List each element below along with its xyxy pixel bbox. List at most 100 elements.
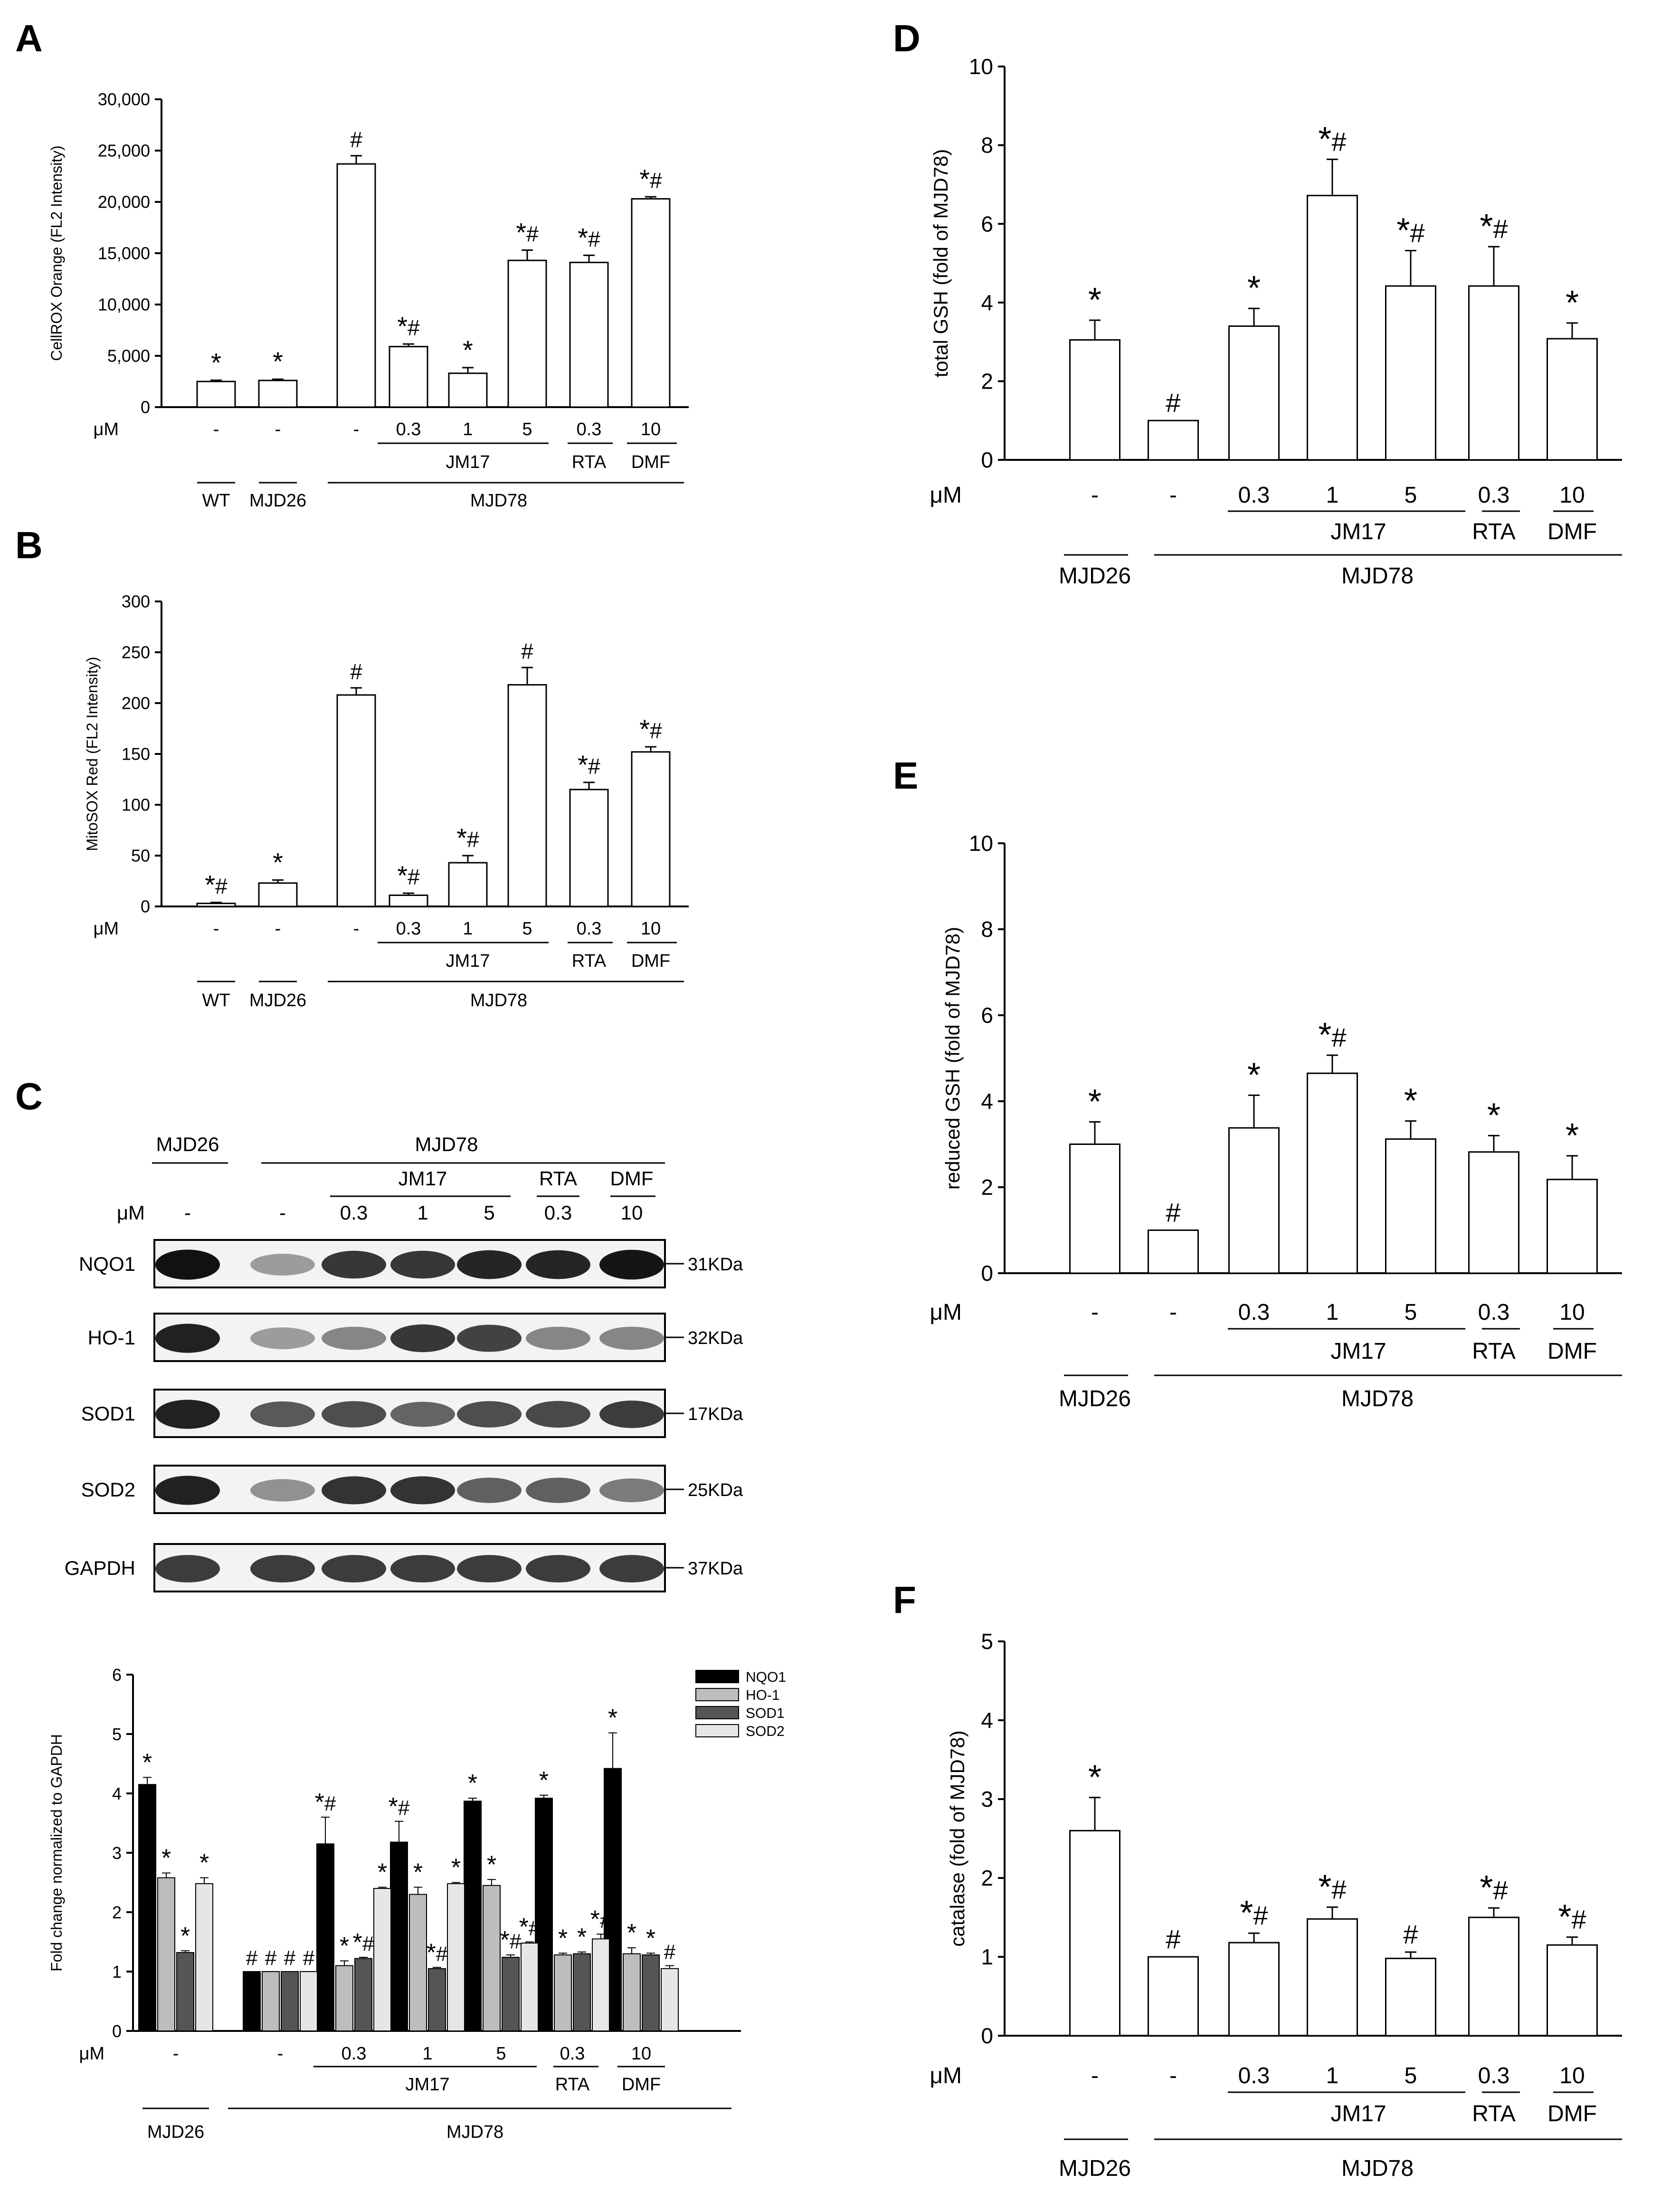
y-tick-label: 0 [981, 448, 993, 472]
bar-sod2 [447, 1883, 465, 2031]
bar-annotation: # [284, 1946, 296, 1970]
y-tick-label: 20,000 [98, 192, 150, 212]
bar-annotation: * [1247, 269, 1261, 307]
concentration-label: - [1169, 483, 1177, 508]
blot-band [390, 1250, 455, 1279]
bar [1148, 419, 1199, 461]
y-tick-label: 0 [981, 1261, 993, 1286]
concentration-label: 10 [1559, 2063, 1585, 2088]
y-tick-label: 1 [112, 1962, 122, 1982]
bar-annotation: * [646, 1925, 655, 1952]
blot-band [390, 1324, 455, 1353]
blot-kda-label: 32KDa [688, 1328, 743, 1348]
bar-sod2 [195, 1883, 213, 2031]
cell-group-label: MJD78 [1341, 1386, 1414, 1411]
legend-swatch [695, 1724, 739, 1737]
bar-annotation: *# [1318, 1016, 1346, 1054]
concentration-label: 1 [463, 919, 473, 939]
y-tick-label: 4 [112, 1784, 122, 1803]
legend-swatch [695, 1706, 739, 1719]
y-axis-label: reduced GSH (fold of MJD78) [941, 927, 964, 1190]
bar [196, 381, 236, 408]
y-tick-label: 10,000 [98, 295, 150, 314]
y-tick-label: 300 [122, 592, 150, 611]
bar [1228, 1127, 1280, 1274]
drug-group-label: DMF [622, 2075, 661, 2095]
concentration-label: 0.3 [1238, 483, 1270, 508]
y-tick-label: 25,000 [98, 141, 150, 161]
bar [631, 751, 671, 907]
bar-sod1 [642, 1954, 660, 2031]
blot-band [599, 1478, 664, 1502]
bar [569, 261, 609, 408]
drug-group-label: RTA [1472, 519, 1516, 544]
bar-annotation: * [627, 1919, 636, 1947]
concentration-label: - [1169, 2063, 1177, 2088]
y-axis-label: catalase (fold of MJD78) [946, 1730, 968, 1946]
y-axis-label: CellROX Orange (FL2 Intensity) [48, 145, 65, 361]
blot-band [250, 1327, 315, 1349]
cell-group-label: MJD26 [147, 2122, 204, 2142]
bar-annotation: * [1566, 1117, 1579, 1155]
concentration-label: 0.3 [1478, 2063, 1510, 2088]
bar-annotation: # [303, 1946, 315, 1970]
bar-annotation: *# [590, 1906, 612, 1933]
drug-group-label: RTA [1472, 2101, 1516, 2126]
bar-annotation: *# [1480, 1869, 1508, 1907]
bar-annotation: * [1566, 284, 1579, 322]
concentration-label: - [1091, 483, 1099, 508]
bar [1228, 1942, 1280, 2037]
concentration-label: 0.3 [1478, 1300, 1510, 1325]
y-tick-label: 0 [112, 2021, 122, 2041]
bar [448, 862, 488, 907]
bar [1307, 195, 1358, 461]
bar-annotation: *# [500, 1926, 522, 1954]
concentration-label: 5 [1405, 2063, 1417, 2088]
blot-band [526, 1555, 590, 1582]
bar-annotation: *# [1480, 208, 1508, 246]
drug-group-label: JM17 [1330, 1339, 1386, 1364]
drug-group-label: RTA [572, 951, 607, 971]
bar [507, 259, 547, 408]
bar [1385, 1138, 1436, 1274]
blot-band [322, 1326, 386, 1350]
bar-annotation: *# [427, 1939, 448, 1966]
blot-kda-label: 31KDa [688, 1255, 743, 1275]
y-tick-label: 0 [981, 2023, 993, 2048]
bar-annotation: *# [639, 714, 662, 744]
concentration-label: 10 [1559, 1300, 1585, 1325]
concentration-label: 0.3 [1238, 2063, 1270, 2088]
bar-annotation: * [199, 1849, 209, 1877]
bar-annotation: *# [1558, 1898, 1586, 1936]
blot-band [457, 1477, 522, 1503]
chart-b: 0 50 100 150 200 250 300 MitoSOX Red (FL2 Inten… [84, 592, 689, 1010]
bar-annotation: # [1166, 1198, 1180, 1228]
concentration-label: 5 [522, 919, 532, 939]
bar-annotation: * [539, 1767, 549, 1794]
drug-group-label: JM17 [406, 2075, 450, 2095]
blot-band [390, 1476, 455, 1505]
bar-annotation: * [1487, 1096, 1500, 1134]
blot-band [599, 1326, 664, 1350]
concentration-label: 1 [1326, 1300, 1339, 1325]
bar-annotation: # [1403, 1919, 1418, 1949]
drug-group-label: RTA [1472, 1339, 1516, 1364]
blot-band [457, 1325, 522, 1352]
y-tick-label: 50 [131, 846, 150, 866]
cell-group-label: MJD78 [470, 991, 527, 1010]
blot-band [526, 1326, 590, 1350]
bar-annotation: * [1404, 1082, 1417, 1120]
y-axis-label: total GSH (fold of MJD78) [930, 149, 952, 378]
y-tick-label: 5 [112, 1725, 122, 1744]
bar-annotation: * [558, 1925, 568, 1952]
cell-group-label: MJD26 [1059, 1386, 1131, 1411]
concentration-label: 1 [422, 2044, 432, 2064]
blot-band [155, 1400, 220, 1429]
drug-group-label: DMF [631, 951, 670, 971]
bar [1069, 1144, 1120, 1274]
unit-label: μM [79, 2044, 104, 2064]
blot-band [599, 1249, 664, 1280]
bar-ho-1 [157, 1877, 175, 2031]
bar-sod1 [502, 1957, 520, 2031]
blot-concentration-label: - [184, 1201, 191, 1224]
